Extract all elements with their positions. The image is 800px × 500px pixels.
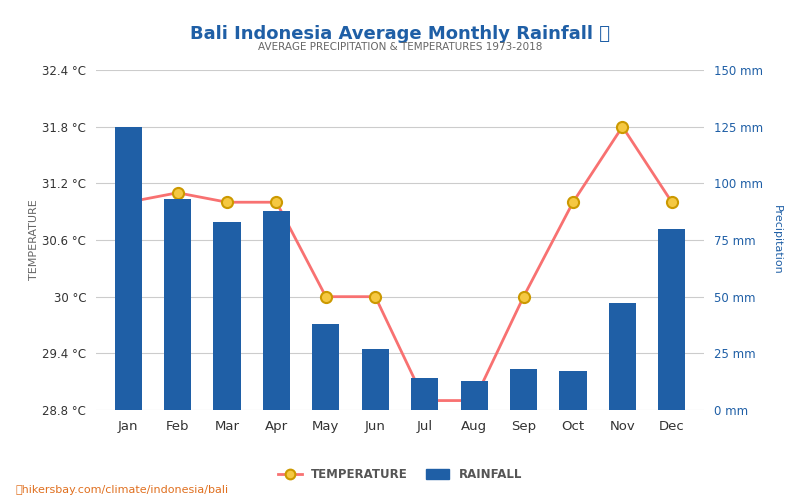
Title: Bali Indonesia Average Monthly Rainfall 🌧: Bali Indonesia Average Monthly Rainfall … bbox=[190, 26, 610, 44]
Bar bbox=[658, 228, 686, 410]
Y-axis label: Precipitation: Precipitation bbox=[772, 205, 782, 275]
Bar bbox=[609, 304, 636, 410]
Text: AVERAGE PRECIPITATION & TEMPERATURES 1973-2018: AVERAGE PRECIPITATION & TEMPERATURES 197… bbox=[258, 42, 542, 52]
Bar bbox=[510, 369, 537, 410]
Bar bbox=[411, 378, 438, 410]
Bar bbox=[461, 380, 488, 410]
Bar bbox=[312, 324, 339, 410]
Bar bbox=[263, 210, 290, 410]
Bar bbox=[362, 349, 389, 410]
Y-axis label: TEMPERATURE: TEMPERATURE bbox=[29, 200, 39, 280]
Text: 📍hikersbay.com/climate/indonesia/bali: 📍hikersbay.com/climate/indonesia/bali bbox=[16, 485, 229, 495]
Bar bbox=[114, 126, 142, 410]
Bar bbox=[559, 372, 586, 410]
Bar bbox=[214, 222, 241, 410]
Legend: TEMPERATURE, RAINFALL: TEMPERATURE, RAINFALL bbox=[274, 464, 526, 486]
Bar bbox=[164, 199, 191, 410]
